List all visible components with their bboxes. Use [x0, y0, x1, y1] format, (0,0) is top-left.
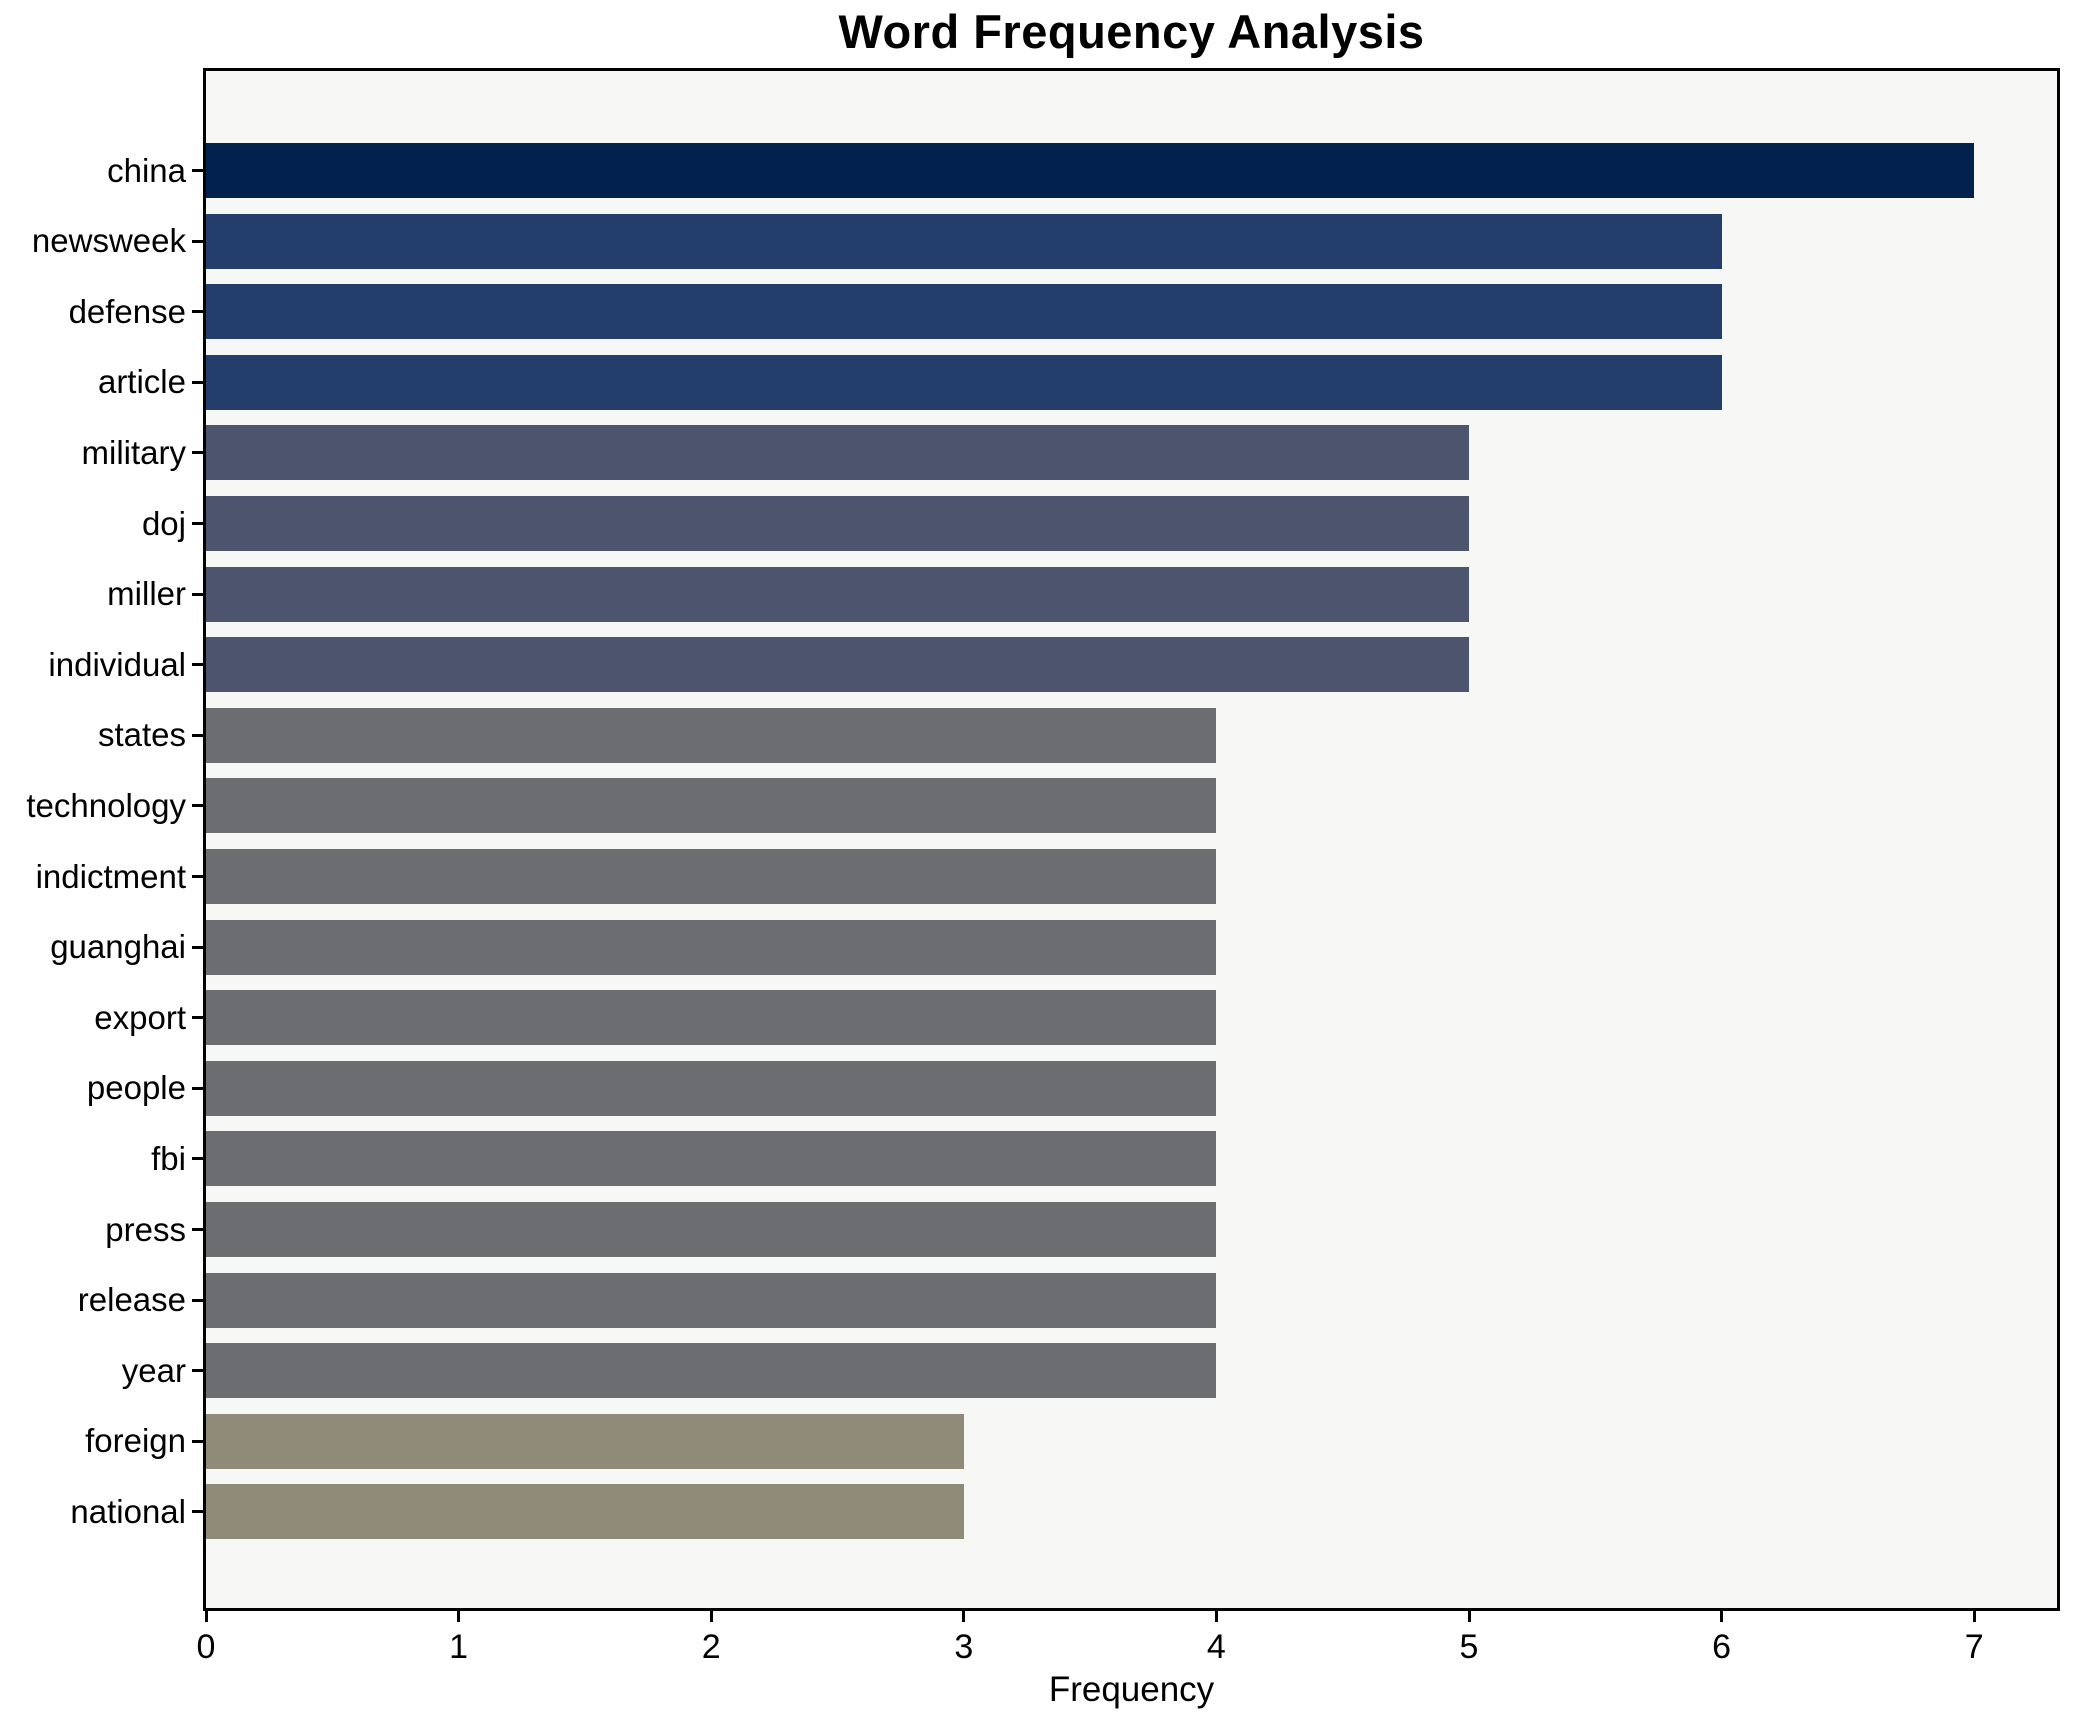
y-tick-label-individual: individual: [48, 645, 186, 683]
y-tick-label-states: states: [97, 716, 186, 754]
bar-doj: [206, 496, 1469, 551]
x-tick-label-4: 4: [1206, 1628, 1226, 1666]
bar-defense: [206, 284, 1722, 340]
x-tick-label-5: 5: [1459, 1628, 1479, 1666]
x-tick-label-3: 3: [954, 1628, 974, 1666]
y-tick-mark: [192, 1298, 203, 1302]
bar-newsweek: [206, 213, 1722, 269]
bar-states: [206, 707, 1216, 763]
y-tick-label-china: china: [107, 151, 186, 189]
y-tick-label-technology: technology: [26, 786, 186, 824]
y-tick-label-national: national: [70, 1492, 186, 1530]
y-tick-mark: [192, 804, 203, 808]
x-tick-label-0: 0: [196, 1628, 216, 1666]
bar-people: [206, 1060, 1216, 1116]
bar-guanghai: [206, 919, 1216, 975]
y-tick-mark: [192, 592, 203, 596]
x-tick-mark: [962, 1611, 966, 1622]
y-tick-mark: [192, 239, 203, 243]
y-tick-mark: [192, 380, 203, 384]
y-tick-label-doj: doj: [141, 504, 186, 542]
y-tick-label-release: release: [77, 1281, 186, 1319]
y-tick-label-export: export: [94, 998, 186, 1036]
y-tick-label-article: article: [97, 363, 186, 401]
x-tick-mark: [1467, 1611, 1471, 1622]
bar-national: [206, 1484, 964, 1540]
bar-individual: [206, 637, 1469, 693]
y-tick-label-newsweek: newsweek: [31, 222, 186, 260]
y-tick-label-military: military: [81, 433, 187, 471]
y-tick-mark: [192, 875, 203, 878]
y-tick-mark: [192, 1157, 203, 1161]
bar-miller: [206, 566, 1469, 622]
y-tick-label-year: year: [121, 1351, 186, 1389]
bar-press: [206, 1202, 1216, 1257]
y-tick-mark: [192, 1369, 203, 1373]
x-tick-mark: [457, 1611, 461, 1622]
bar-article: [206, 354, 1722, 410]
y-tick-mark: [192, 733, 203, 737]
x-tick-mark: [204, 1611, 208, 1622]
bar-foreign: [206, 1413, 964, 1469]
x-tick-mark: [1972, 1611, 1976, 1622]
x-tick-label-7: 7: [1964, 1628, 1984, 1666]
bar-military: [206, 425, 1469, 481]
plot-area: [203, 68, 2060, 1611]
y-tick-mark: [192, 169, 203, 172]
bar-year: [206, 1343, 1216, 1399]
y-tick-mark: [192, 945, 203, 949]
bar-release: [206, 1272, 1216, 1328]
x-tick-mark: [1214, 1611, 1218, 1622]
y-tick-label-defense: defense: [68, 292, 186, 330]
y-tick-mark: [192, 1086, 203, 1090]
y-tick-mark: [192, 310, 203, 314]
y-tick-label-fbi: fbi: [151, 1139, 186, 1177]
y-tick-mark: [192, 522, 203, 525]
chart-title: Word Frequency Analysis: [838, 5, 1425, 58]
y-tick-mark: [192, 1228, 203, 1231]
y-tick-label-guanghai: guanghai: [50, 928, 186, 966]
y-tick-label-indictment: indictment: [35, 857, 186, 895]
y-tick-mark: [192, 663, 203, 667]
bar-technology: [206, 778, 1216, 834]
x-tick-mark: [709, 1611, 713, 1622]
y-tick-label-people: people: [86, 1069, 186, 1107]
x-axis-label: Frequency: [1048, 1670, 1215, 1709]
y-tick-label-press: press: [105, 1210, 186, 1248]
bar-indictment: [206, 849, 1216, 904]
y-tick-mark: [192, 451, 203, 455]
x-tick-label-2: 2: [701, 1628, 721, 1666]
y-tick-label-miller: miller: [107, 575, 186, 613]
x-tick-label-1: 1: [449, 1628, 469, 1666]
y-tick-label-foreign: foreign: [85, 1422, 186, 1460]
y-tick-mark: [192, 1016, 203, 1020]
y-tick-mark: [192, 1510, 203, 1514]
x-tick-mark: [1720, 1611, 1724, 1622]
x-tick-label-6: 6: [1712, 1628, 1732, 1666]
y-tick-mark: [192, 1439, 203, 1443]
bar-china: [206, 143, 1974, 198]
bar-export: [206, 990, 1216, 1046]
bar-fbi: [206, 1131, 1216, 1187]
